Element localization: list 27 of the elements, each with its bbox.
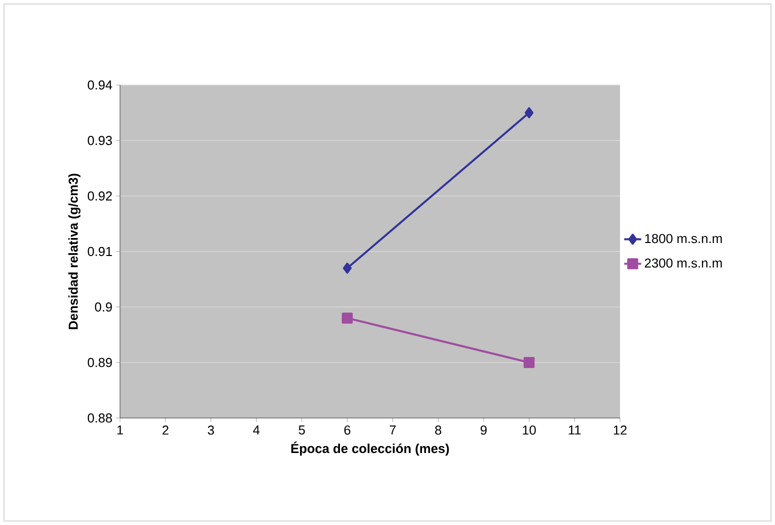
x-axis-title: Época de colección (mes) <box>291 442 449 456</box>
point <box>342 262 352 274</box>
x-tick-label: 2 <box>162 426 168 435</box>
y-tick-label: 0.9 <box>94 302 112 312</box>
x-tick-label: 8 <box>435 426 442 435</box>
x-tick-label: 3 <box>208 426 214 435</box>
y-axis-title: Densidad relativa (g/cm3) <box>68 174 80 330</box>
y-tick-label: 0.91 <box>88 246 112 256</box>
x-tick-label: 1 <box>117 426 123 434</box>
point <box>342 312 353 324</box>
y-tick-label: 0.94 <box>88 80 112 90</box>
point <box>524 356 535 368</box>
y-tick-label: 0.93 <box>88 136 112 146</box>
x-tick-label: 9 <box>480 426 487 435</box>
x-tick-label: 7 <box>390 426 396 434</box>
x-tick-label: 4 <box>253 426 260 434</box>
x-tick-label: 5 <box>298 426 305 435</box>
legend-label: 1800 m.s.n.m <box>645 234 722 244</box>
y-tick-label: 0.89 <box>88 358 112 368</box>
point <box>524 107 534 118</box>
x-tick-label: 12 <box>614 426 627 435</box>
y-tick-label: 0.92 <box>88 191 112 201</box>
y-tick-label: 0.88 <box>88 413 112 423</box>
x-tick-label: 11 <box>568 426 581 434</box>
legend-label: 2300 m.s.n.m <box>644 258 722 268</box>
x-tick-label: 6 <box>344 426 350 435</box>
x-tick-label: 10 <box>522 426 536 435</box>
